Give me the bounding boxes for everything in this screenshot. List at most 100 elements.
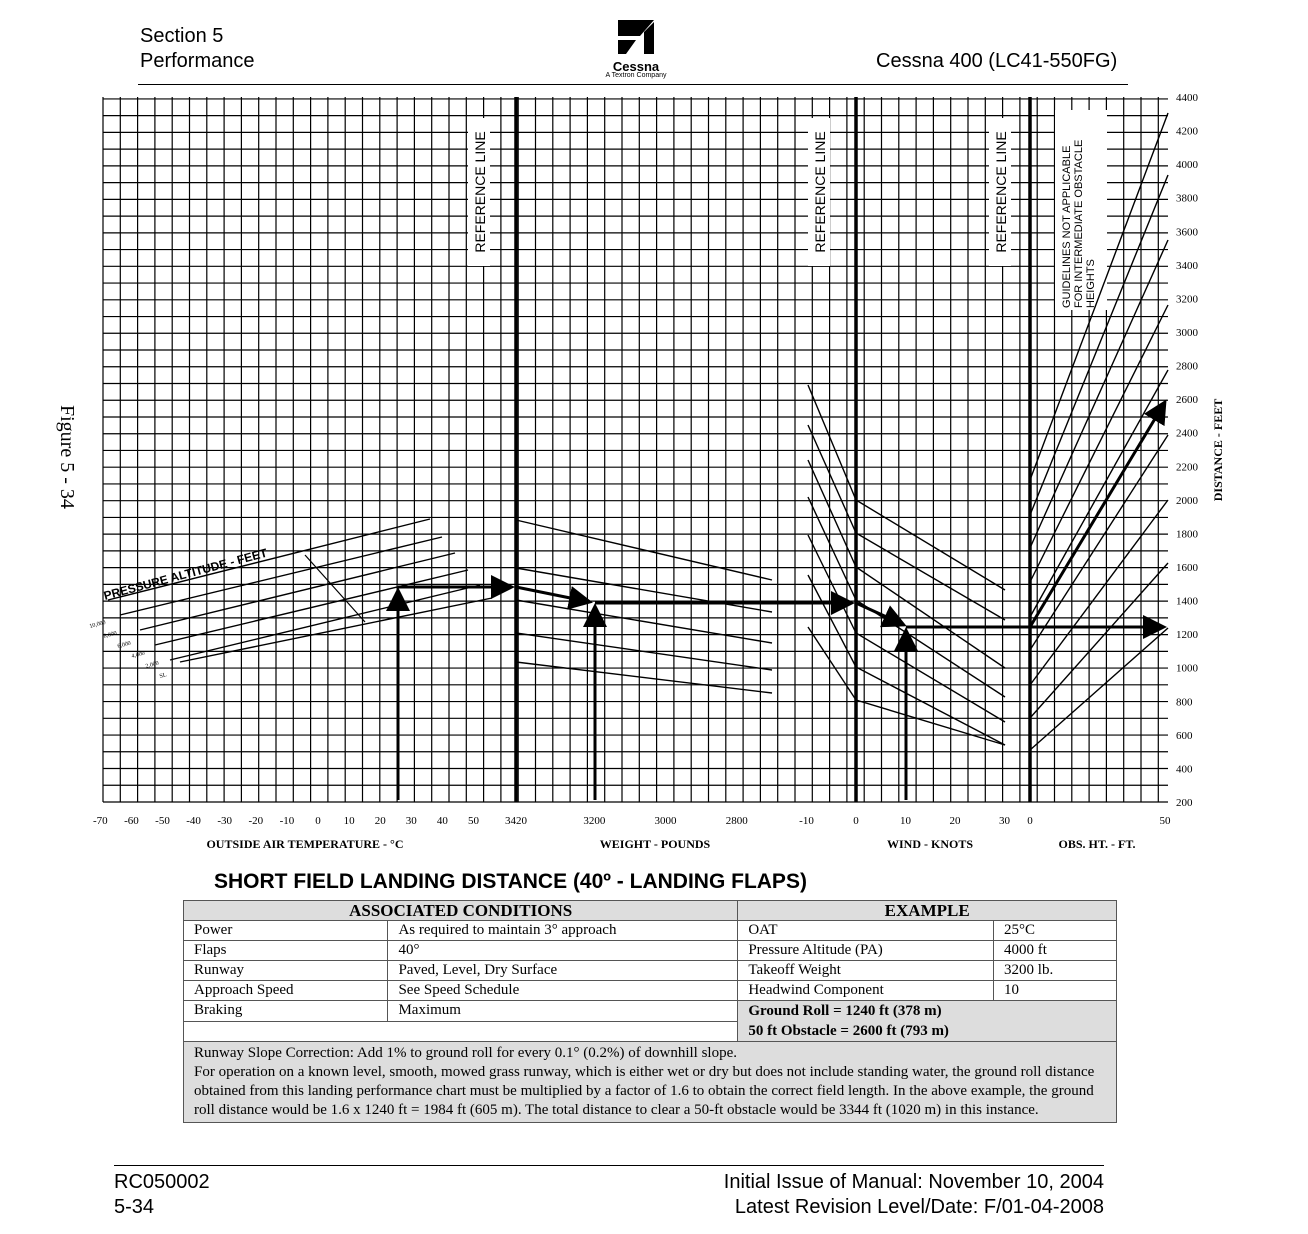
x-tick-label: -40 — [186, 815, 201, 827]
cell: 40° — [387, 940, 739, 961]
guide-line — [855, 566, 1006, 669]
guide-line — [855, 499, 1006, 591]
note: For operation on a known level, smooth, … — [194, 1064, 1095, 1118]
y-tick-label: 200 — [1176, 797, 1193, 809]
result: Ground Roll = 1240 ft (378 m) — [748, 1003, 942, 1019]
y-tick-label: 4200 — [1176, 126, 1199, 138]
x-tick-label: -30 — [217, 815, 232, 827]
y-tick-label: 2000 — [1176, 495, 1199, 507]
cell: Paved, Level, Dry Surface — [387, 960, 739, 981]
header-left: Section 5 Performance — [140, 24, 255, 74]
cell: Approach Speed — [182, 980, 389, 1001]
cell: 25°C — [993, 920, 1117, 941]
table-header: ASSOCIATED CONDITIONS — [182, 900, 739, 921]
axis-title: WIND - KNOTS — [887, 837, 973, 851]
guide-line — [119, 536, 443, 616]
model: Cessna 400 (LC41-550FG) — [876, 50, 1118, 72]
x-tick-label: -20 — [248, 815, 263, 827]
result: 50 ft Obstacle = 2600 ft (793 m) — [748, 1023, 949, 1039]
guide-line — [169, 584, 481, 661]
logo-icon — [618, 20, 654, 54]
altitude-label: SL — [159, 672, 168, 680]
header-rule — [138, 84, 1128, 85]
x-tick-label: -10 — [280, 815, 295, 827]
x-tick-label: -70 — [93, 815, 108, 827]
x-tick-label: 40 — [437, 815, 449, 827]
x-tick-label: 0 — [853, 815, 859, 827]
nomograph: 2004006008001000120014001600180020002200… — [89, 92, 1225, 851]
axis-title: OUTSIDE AIR TEMPERATURE - °C — [206, 837, 403, 851]
guide-line — [1029, 239, 1169, 549]
altitude-label: 2,000 — [145, 661, 160, 670]
revision: Latest Revision Level/Date: F/01-04-2008 — [734, 1196, 1104, 1218]
logo: Cessna A Textron Company — [598, 18, 674, 79]
x-tick-label: 3420 — [505, 815, 528, 827]
footer-left: RC050002 5-34 — [114, 1170, 210, 1220]
guide-line — [1029, 627, 1169, 751]
y-tick-label: 1400 — [1176, 596, 1199, 608]
x-tick-label: -50 — [155, 815, 170, 827]
y-tick-label: 1000 — [1176, 663, 1199, 675]
guide-line — [1029, 112, 1169, 481]
x-tick-label: 20 — [375, 815, 387, 827]
guide-line — [515, 567, 773, 613]
guide-line — [515, 632, 773, 671]
note: Runway Slope Correction: Add 1% to groun… — [194, 1045, 737, 1061]
y-tick-label: 2200 — [1176, 461, 1199, 473]
cell — [182, 1020, 739, 1042]
guide-line — [807, 459, 857, 568]
y-tick-label: 3200 — [1176, 293, 1199, 305]
x-tick-label: 20 — [950, 815, 962, 827]
guide-line — [855, 666, 1006, 746]
table-header: EXAMPLE — [737, 900, 1117, 921]
guide-line — [807, 574, 857, 668]
y-tick-label: 600 — [1176, 730, 1193, 742]
cell: Maximum — [387, 1000, 739, 1022]
y-tick-label: 1600 — [1176, 562, 1199, 574]
x-tick-label: 0 — [1027, 815, 1033, 827]
x-tick-label: 10 — [900, 815, 912, 827]
x-tick-label: 50 — [468, 815, 480, 827]
label-box — [468, 118, 490, 266]
cell: 10 — [993, 980, 1117, 1001]
conditions-table: ASSOCIATED CONDITIONS EXAMPLE Power As req… — [182, 900, 1117, 1123]
y-tick-label: 4000 — [1176, 159, 1199, 171]
guide-line — [1029, 304, 1169, 583]
guide-line — [855, 532, 1006, 621]
guide-line — [855, 632, 1006, 723]
example-arrow — [855, 601, 907, 628]
axis-title: WEIGHT - POUNDS — [600, 837, 711, 851]
page-number: 5-34 — [114, 1196, 155, 1218]
y-tick-label: 2400 — [1176, 428, 1199, 440]
guide-line — [154, 569, 469, 646]
cell: Pressure Altitude (PA) — [737, 940, 995, 961]
results: Ground Roll = 1240 ft (378 m) 50 ft Obsta… — [737, 1000, 1117, 1042]
axis-title: DISTANCE - FEET — [1211, 399, 1225, 501]
y-tick-label: 3400 — [1176, 260, 1199, 272]
example-arrow — [1028, 399, 1167, 628]
guideline-note: GUIDELINES NOT APPLICABLE — [1061, 146, 1073, 308]
x-tick-label: 30 — [999, 815, 1011, 827]
issue: Initial Issue of Manual: November 10, 20… — [723, 1171, 1104, 1193]
y-tick-label: 2600 — [1176, 394, 1199, 406]
notes: Runway Slope Correction: Add 1% to groun… — [183, 1041, 1117, 1123]
x-tick-label: 3000 — [655, 815, 678, 827]
y-tick-label: 1800 — [1176, 528, 1199, 540]
cell: Power — [182, 920, 389, 941]
guide-line — [179, 597, 493, 663]
y-tick-label: 3800 — [1176, 193, 1199, 205]
y-tick-label: 2800 — [1176, 361, 1199, 373]
cell: Braking — [182, 1000, 389, 1022]
label-box — [989, 118, 1011, 266]
guide-line — [807, 534, 857, 634]
reference-label: REFERENCE LINE — [812, 131, 828, 252]
guideline-note: FOR INTERMEDIATE OBSTACLE — [1073, 140, 1085, 308]
y-tick-label: 400 — [1176, 763, 1193, 775]
guide-line — [515, 661, 773, 694]
x-tick-label: 10 — [344, 815, 356, 827]
altitude-title: PRESSURE ALTITUDE - FEET — [102, 546, 269, 603]
y-tick-label: 1200 — [1176, 629, 1199, 641]
y-tick-label: 3600 — [1176, 226, 1199, 238]
guide-line — [855, 699, 1006, 746]
